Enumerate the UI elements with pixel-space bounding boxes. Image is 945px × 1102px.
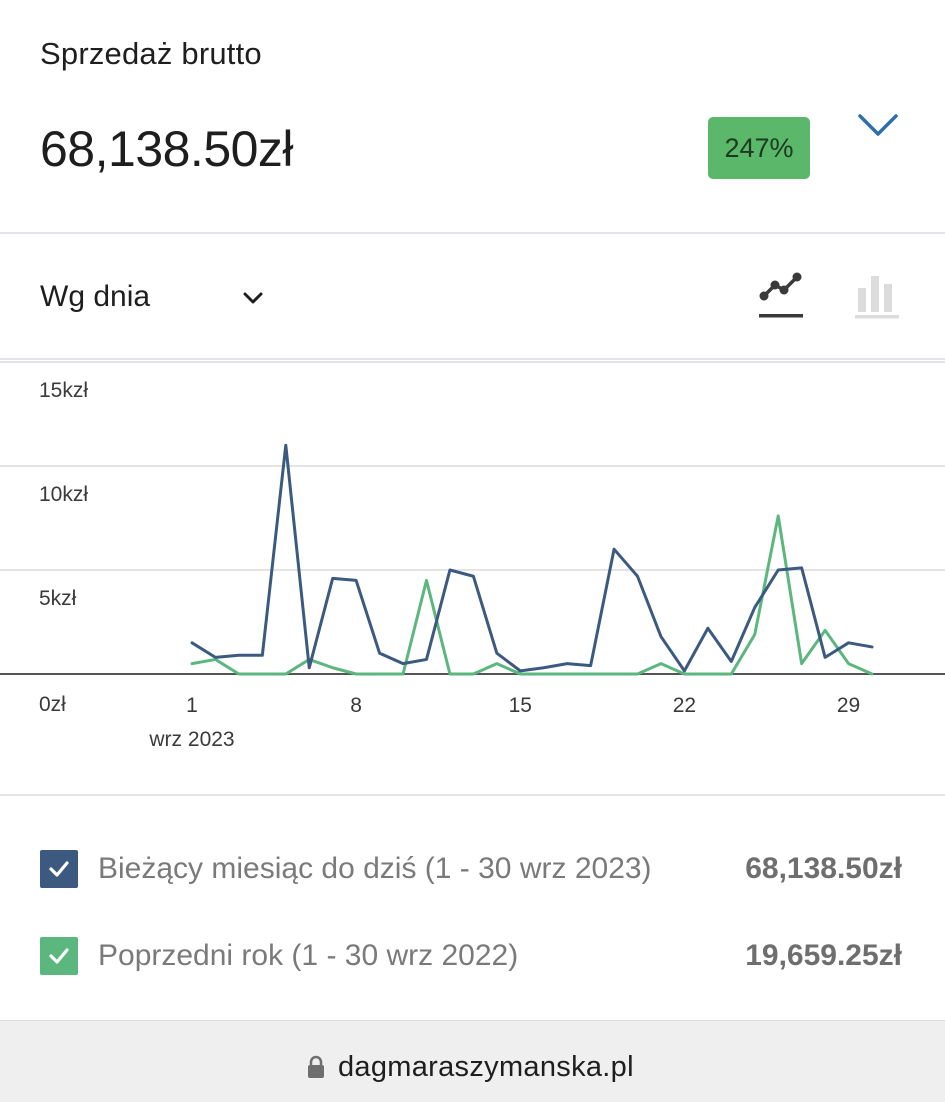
interval-select-label[interactable]: Wg dnia [40, 280, 151, 313]
chart-svg: 0zł 5kzł 10kzł 15kzł 1 8 15 22 29 wrz 2023 [0, 361, 945, 751]
line-chart-icon[interactable] [757, 270, 805, 322]
legend-total: 68,138.50zł [745, 852, 902, 885]
chevron-down-icon[interactable] [856, 110, 900, 140]
legend-label: Bieżący miesiąc do dziś (1 - 30 wrz 2023… [98, 852, 652, 885]
metric-title: Sprzedaż brutto [40, 36, 262, 71]
legend-label: Poprzedni rok (1 - 30 wrz 2022) [98, 939, 519, 972]
bar-chart-icon[interactable] [853, 272, 901, 322]
checkbox-previous[interactable] [40, 937, 78, 975]
x-axis-sublabel: wrz 2023 [148, 728, 234, 751]
lock-icon [307, 1055, 325, 1079]
check-icon [49, 861, 69, 877]
check-icon [49, 948, 69, 964]
legend-item-previous[interactable]: Poprzedni rok (1 - 30 wrz 2022) 19,659.2… [40, 937, 906, 977]
series-line-previous [190, 514, 874, 676]
metric-card-header[interactable]: Sprzedaż brutto 68,138.50zł 247% [0, 0, 945, 234]
x-tick-label: 15 [509, 694, 532, 717]
chevron-down-icon[interactable] [242, 290, 264, 306]
y-tick-label: 10kzł [39, 483, 88, 506]
y-tick-label: 5kzł [39, 587, 77, 610]
browser-address-bar[interactable]: dagmaraszymanska.pl [0, 1020, 945, 1102]
x-tick-label: 29 [837, 694, 860, 717]
chart-controls: Wg dnia [0, 234, 945, 360]
delta-badge: 247% [708, 117, 810, 179]
series-line-current [190, 443, 874, 673]
y-tick-label: 15kzł [39, 379, 88, 402]
y-tick-label: 0zł [39, 693, 66, 716]
x-tick-label: 1 [186, 694, 198, 717]
metric-value: 68,138.50zł [40, 121, 294, 177]
checkbox-current[interactable] [40, 850, 78, 888]
legend-item-current[interactable]: Bieżący miesiąc do dziś (1 - 30 wrz 2023… [40, 850, 906, 890]
x-tick-label: 8 [350, 694, 362, 717]
url-text: dagmaraszymanska.pl [338, 1051, 634, 1083]
sales-line-chart: 0zł 5kzł 10kzł 15kzł 1 8 15 22 29 wrz 2023 [0, 360, 945, 794]
divider [0, 794, 945, 796]
x-tick-label: 22 [673, 694, 696, 717]
legend-total: 19,659.25zł [745, 939, 902, 972]
